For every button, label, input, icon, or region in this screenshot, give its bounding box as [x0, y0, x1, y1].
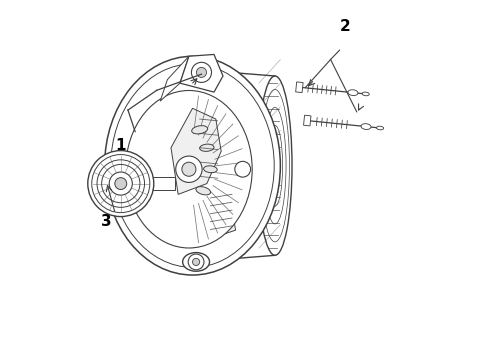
Bar — [153, 177, 174, 190]
Ellipse shape — [196, 186, 210, 195]
Ellipse shape — [199, 144, 214, 151]
Polygon shape — [295, 82, 303, 93]
Circle shape — [88, 150, 153, 217]
Circle shape — [192, 258, 199, 265]
Ellipse shape — [360, 124, 370, 130]
Circle shape — [191, 62, 211, 82]
Polygon shape — [160, 56, 188, 101]
Ellipse shape — [362, 92, 368, 96]
Circle shape — [234, 161, 250, 177]
Polygon shape — [206, 184, 235, 237]
Ellipse shape — [125, 90, 252, 248]
Ellipse shape — [258, 76, 291, 255]
Circle shape — [109, 172, 132, 195]
Polygon shape — [180, 54, 223, 92]
Ellipse shape — [182, 253, 209, 271]
Circle shape — [175, 156, 202, 183]
Text: 2: 2 — [339, 19, 349, 34]
Circle shape — [188, 254, 203, 270]
Text: 3: 3 — [101, 214, 112, 229]
Circle shape — [196, 67, 206, 77]
Ellipse shape — [203, 166, 217, 173]
Ellipse shape — [104, 56, 280, 275]
Circle shape — [115, 177, 126, 189]
Ellipse shape — [347, 90, 357, 95]
Polygon shape — [171, 108, 221, 194]
Ellipse shape — [376, 126, 383, 130]
Circle shape — [182, 162, 196, 176]
Ellipse shape — [191, 126, 207, 134]
Text: 1: 1 — [115, 139, 126, 153]
Polygon shape — [303, 115, 310, 126]
